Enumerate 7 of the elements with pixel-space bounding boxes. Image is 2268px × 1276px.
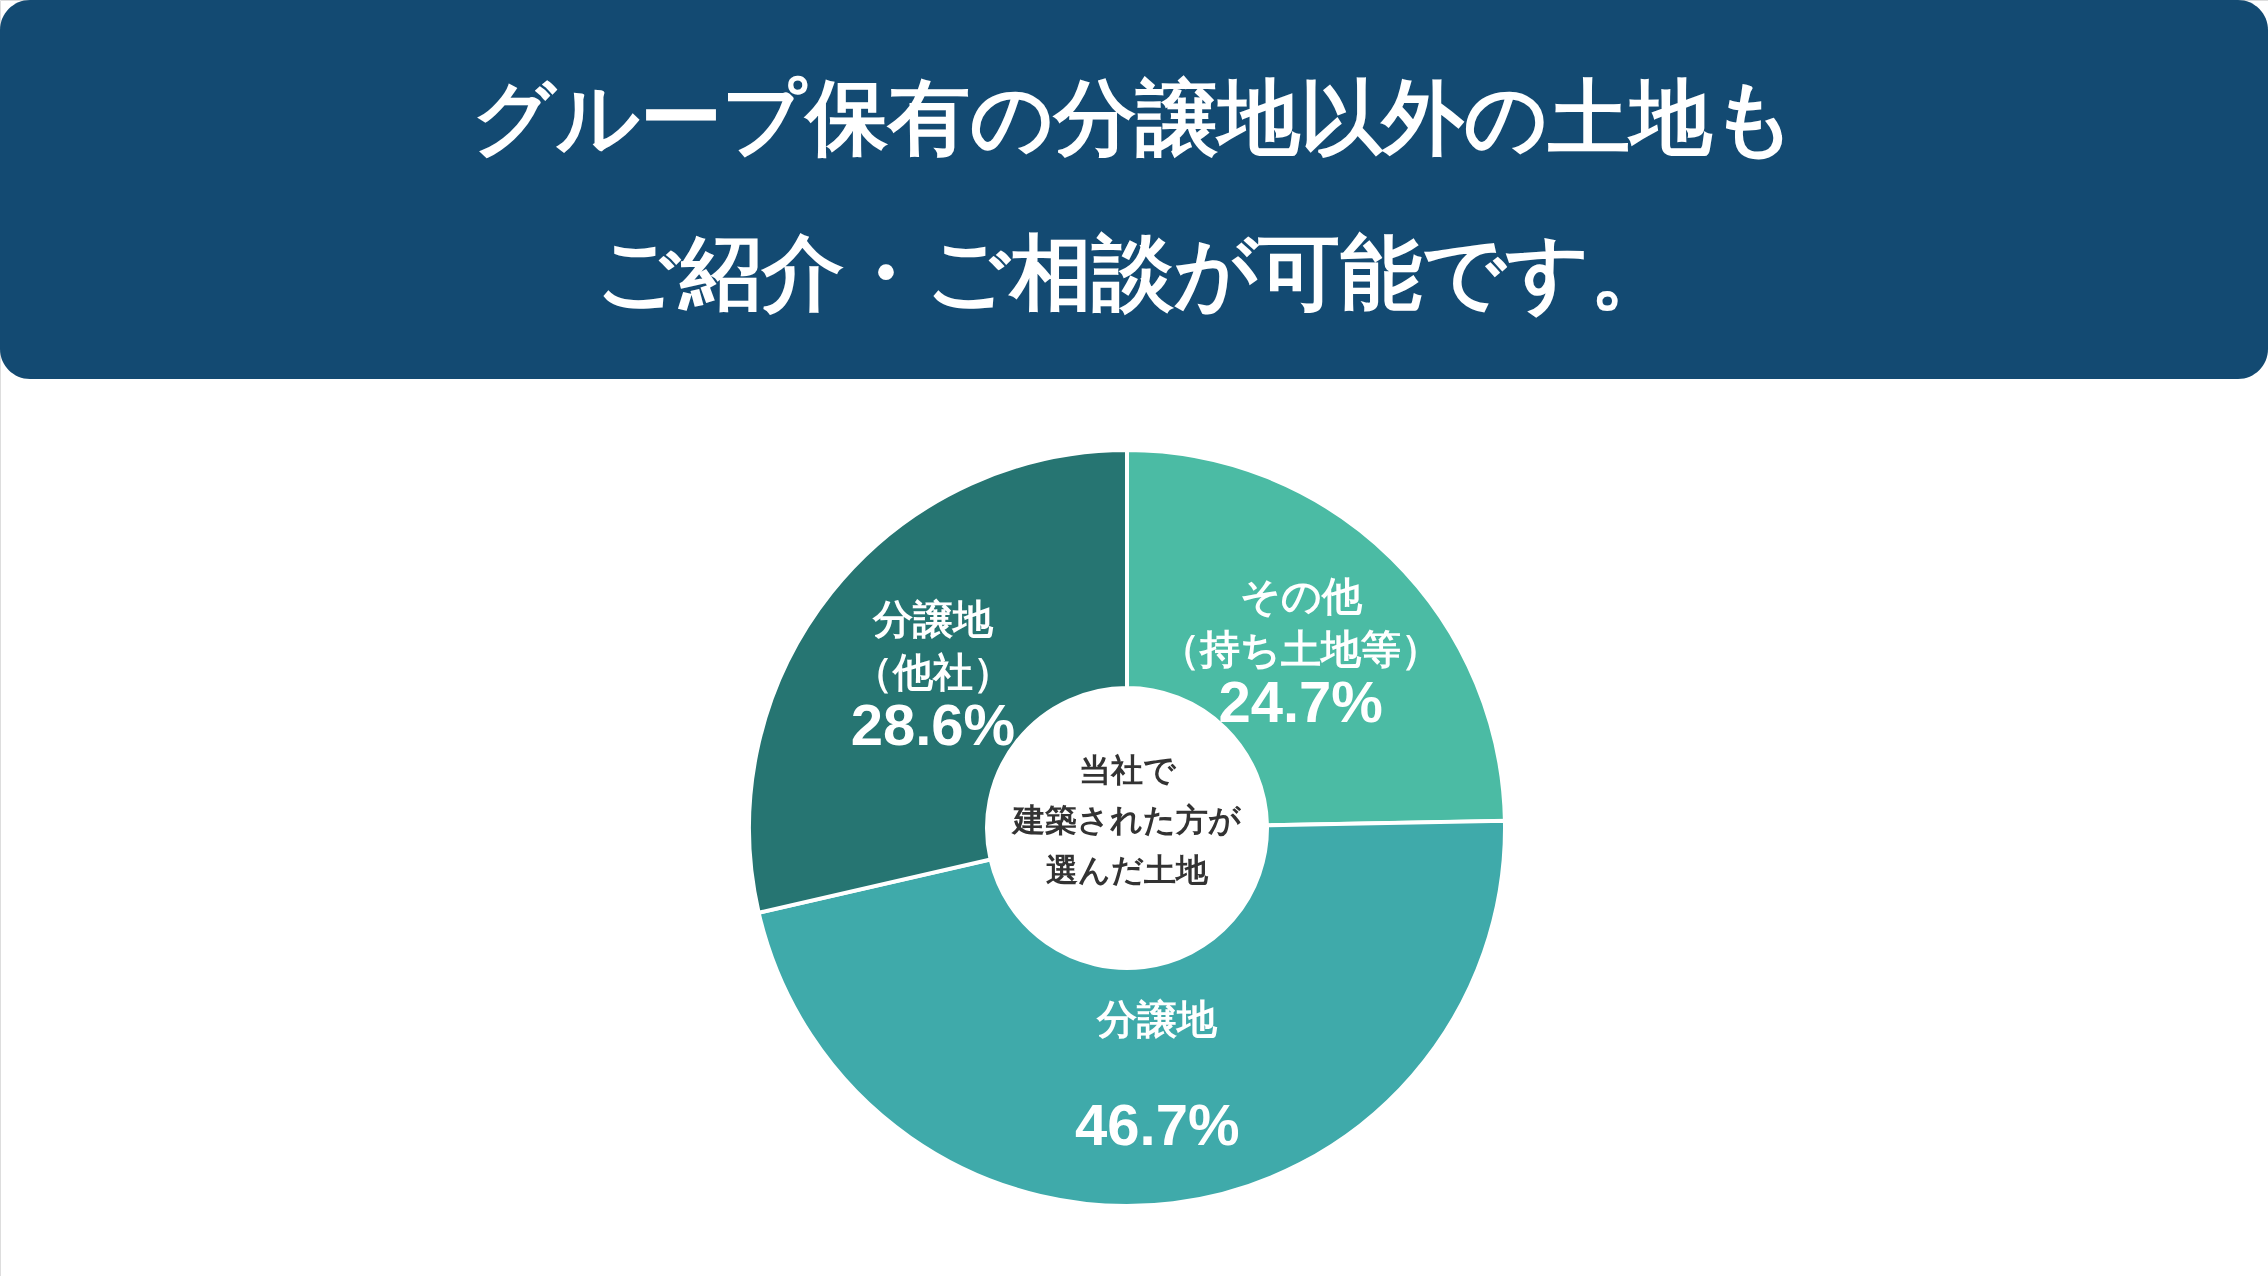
- slice-label: その他（持ち土地等）: [1160, 573, 1442, 671]
- slice-label: 分譲地: [1096, 997, 1219, 1042]
- data-label: 46.7%: [1075, 1092, 1240, 1158]
- chart-title: グループ保有の分譲地以外の土地もご紹介・ご相談が可能です。: [472, 72, 1796, 318]
- text: 当社で: [1078, 752, 1177, 788]
- text: 選んだ土地: [1046, 852, 1209, 888]
- text: 建築された方が: [1011, 802, 1242, 838]
